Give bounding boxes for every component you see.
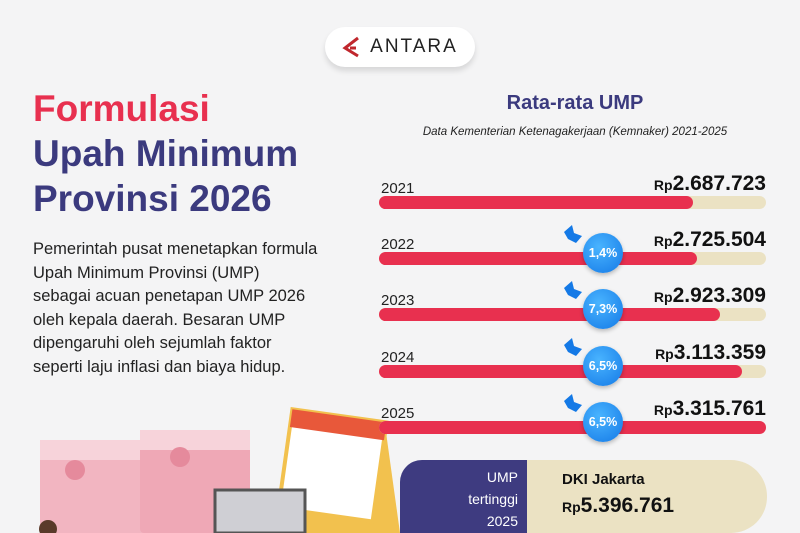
logo-text: ANTARA xyxy=(370,36,458,57)
amount: 5.396.761 xyxy=(580,494,675,517)
antara-logo: ANTARA xyxy=(325,27,475,67)
bar xyxy=(379,308,721,321)
bar-track xyxy=(379,308,766,321)
title-line-1: Formulasi xyxy=(33,88,210,129)
bar-row-2024: 2024 Rp3.113.359 6,5% xyxy=(379,338,766,399)
growth-badge: 7,3% xyxy=(583,289,623,329)
value-label: Rp3.315.761 xyxy=(654,397,766,421)
amount: 2.923.309 xyxy=(672,284,766,307)
amount: 3.315.761 xyxy=(672,397,766,420)
year-label: 2022 xyxy=(381,236,415,253)
highest-value-box: DKI Jakarta Rp5.396.761 xyxy=(527,460,767,533)
value-label: Rp2.687.723 xyxy=(654,172,766,196)
bar-row-2025: 2025 Rp3.315.761 6,5% xyxy=(379,394,766,455)
bar-track xyxy=(379,365,766,378)
bar-track xyxy=(379,252,766,265)
page-title: Formulasi Upah Minimum Provinsi 2026 xyxy=(33,86,298,221)
value-label: Rp2.725.504 xyxy=(654,228,766,252)
highest-amount: Rp5.396.761 xyxy=(562,494,767,518)
chart-subtitle: Data Kementerian Ketenagakerjaan (Kemnak… xyxy=(422,126,728,138)
bar xyxy=(379,365,743,378)
bar xyxy=(379,421,766,434)
title-line-3: Provinsi 2026 xyxy=(33,178,272,219)
year-label: 2024 xyxy=(381,349,415,366)
bar-row-2021: 2021 Rp2.687.723 xyxy=(379,172,766,230)
bar xyxy=(379,252,698,265)
calendar-icon xyxy=(213,406,400,533)
currency-prefix: Rp xyxy=(653,289,673,305)
highest-label-line-2: tertinggi xyxy=(468,491,518,507)
amount: 3.113.359 xyxy=(673,341,766,364)
title-line-2: Upah Minimum xyxy=(33,133,299,174)
year-label: 2023 xyxy=(381,292,415,309)
chart-title: Rata-rata UMP xyxy=(506,92,644,114)
antara-logo-icon xyxy=(342,36,360,58)
bar-row-2022: 2022 Rp2.725.504 1,4% xyxy=(379,225,766,286)
growth-badge: 6,5% xyxy=(583,346,623,386)
currency-prefix: Rp xyxy=(655,346,674,362)
growth-badge: 1,4% xyxy=(583,233,623,273)
highest-label-line-1: UMP xyxy=(486,469,518,485)
growth-badge: 6,5% xyxy=(583,402,623,442)
bar xyxy=(379,196,693,209)
bar-track xyxy=(379,196,766,209)
arrow-up-icon xyxy=(564,338,582,356)
bar-row-2023: 2023 Rp2.923.309 7,3% xyxy=(379,281,766,342)
money-stack-icon xyxy=(40,430,250,533)
highest-province: DKI Jakarta xyxy=(562,471,645,488)
bar-track xyxy=(379,421,766,434)
currency-prefix: Rp xyxy=(562,499,581,515)
year-label: 2025 xyxy=(381,405,415,422)
value-label: Rp2.923.309 xyxy=(654,284,766,308)
money-calendar-illustration xyxy=(39,406,400,533)
amount: 2.725.504 xyxy=(672,228,766,251)
amount: 2.687.723 xyxy=(672,172,766,195)
currency-prefix: Rp xyxy=(653,233,673,249)
arrow-up-icon xyxy=(564,225,582,243)
year-label: 2021 xyxy=(381,180,415,197)
currency-prefix: Rp xyxy=(653,177,673,193)
highest-label: UMP tertinggi 2025 xyxy=(400,460,530,533)
arrow-up-icon xyxy=(564,281,582,299)
arrow-up-icon xyxy=(564,394,582,412)
highest-label-line-3: 2025 xyxy=(486,513,518,529)
person-icon xyxy=(39,520,57,533)
value-label: Rp3.113.359 xyxy=(655,341,766,365)
currency-prefix: Rp xyxy=(653,402,673,418)
description: Pemerintah pusat menetapkan formula Upah… xyxy=(33,240,318,376)
